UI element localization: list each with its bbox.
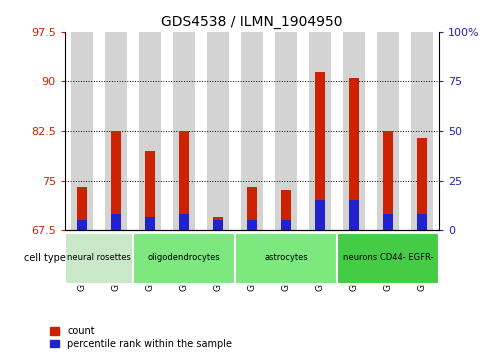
Bar: [309, 32, 331, 230]
Bar: [315, 72, 325, 230]
Bar: [145, 217, 155, 230]
Bar: [383, 131, 393, 230]
Bar: [111, 131, 121, 230]
Bar: [77, 187, 86, 230]
Bar: [241, 32, 263, 230]
Text: neurons CD44- EGFR-: neurons CD44- EGFR-: [343, 253, 433, 262]
Bar: [145, 151, 155, 230]
Bar: [235, 233, 337, 284]
Bar: [213, 217, 223, 230]
Bar: [173, 32, 195, 230]
Bar: [133, 233, 235, 284]
Bar: [71, 32, 93, 230]
Text: cell type: cell type: [23, 253, 65, 263]
Text: oligodendrocytes: oligodendrocytes: [148, 253, 221, 262]
Bar: [383, 213, 393, 230]
Bar: [213, 220, 223, 230]
Bar: [349, 200, 359, 230]
Title: GDS4538 / ILMN_1904950: GDS4538 / ILMN_1904950: [161, 16, 343, 29]
Bar: [77, 220, 86, 230]
Bar: [105, 32, 127, 230]
Bar: [179, 131, 189, 230]
Legend: count, percentile rank within the sample: count, percentile rank within the sample: [50, 326, 232, 349]
Bar: [343, 32, 365, 230]
Bar: [377, 32, 399, 230]
Bar: [65, 233, 133, 284]
Bar: [281, 220, 291, 230]
Bar: [111, 213, 121, 230]
Text: astrocytes: astrocytes: [264, 253, 308, 262]
Bar: [337, 233, 439, 284]
Bar: [248, 220, 256, 230]
Bar: [207, 32, 229, 230]
Bar: [418, 138, 427, 230]
Bar: [179, 213, 189, 230]
Text: neural rosettes: neural rosettes: [67, 253, 131, 262]
Bar: [281, 190, 291, 230]
Bar: [315, 200, 325, 230]
Bar: [275, 32, 297, 230]
Bar: [411, 32, 433, 230]
Bar: [418, 213, 427, 230]
Bar: [139, 32, 161, 230]
Bar: [248, 187, 256, 230]
Bar: [349, 78, 359, 230]
